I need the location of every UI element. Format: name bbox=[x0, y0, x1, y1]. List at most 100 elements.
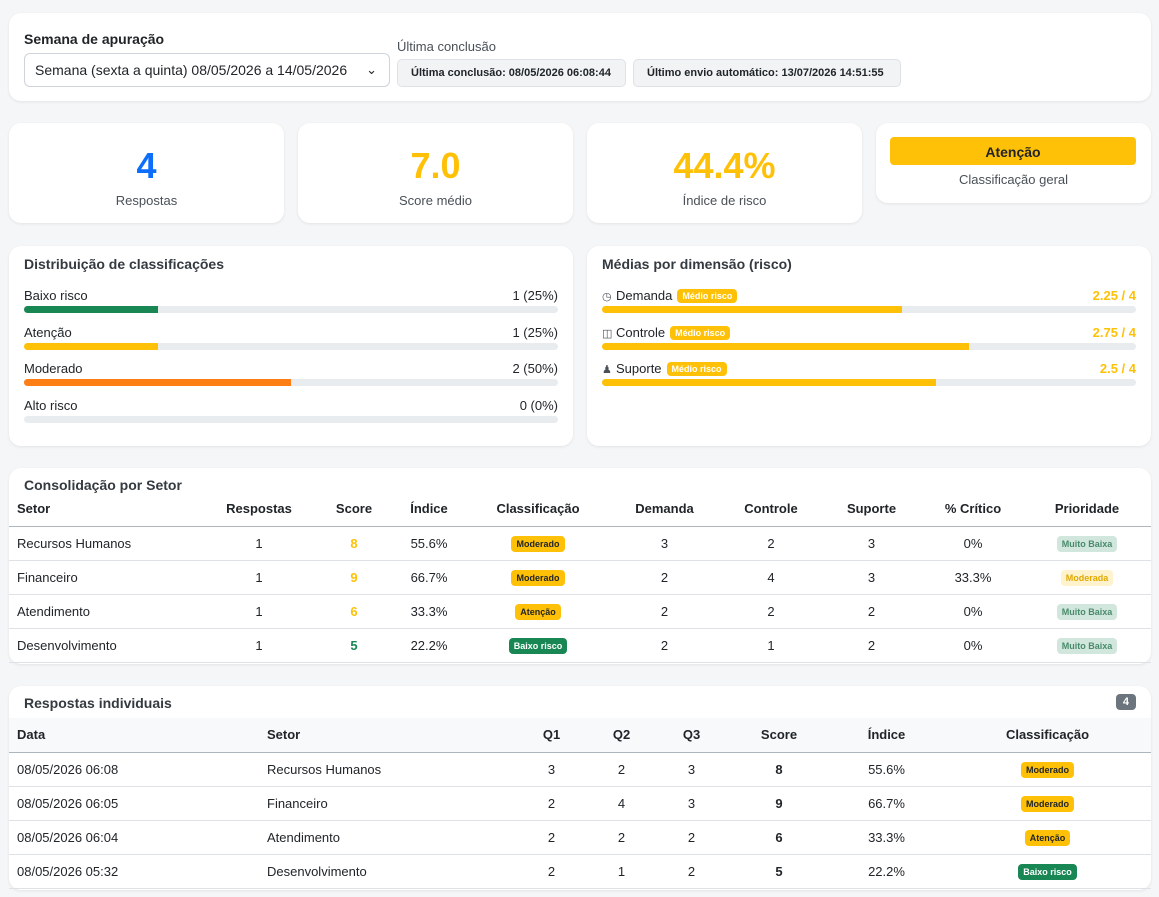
classification-badge: Moderado bbox=[1020, 795, 1074, 812]
priority-badge: Muito Baixa bbox=[1056, 637, 1118, 654]
critical-cell: 0% bbox=[923, 628, 1023, 663]
people-icon: ♟ bbox=[602, 364, 612, 376]
q3-cell: 2 bbox=[654, 820, 729, 855]
distribution-name: Alto risco bbox=[24, 398, 78, 413]
critical-cell: 0% bbox=[923, 526, 1023, 561]
count-badge: 4 bbox=[1115, 694, 1136, 710]
col-header: Classificação bbox=[944, 718, 1151, 753]
dimension-track bbox=[602, 379, 1136, 386]
individual-responses-card: Respostas individuais 4 Data Setor Q1 Q2… bbox=[9, 686, 1151, 890]
sector-cell: Financeiro bbox=[259, 786, 514, 821]
distribution-title: Distribuição de classificações bbox=[24, 256, 224, 272]
individual-table-title: Respostas individuais bbox=[24, 695, 172, 711]
classification-cell: Moderado bbox=[944, 752, 1151, 787]
dimension-bar bbox=[602, 306, 903, 313]
date-cell: 08/05/2026 06:05 bbox=[9, 786, 259, 821]
classification-badge: Atenção bbox=[890, 137, 1136, 165]
sector-table-header: Setor Respostas Score Índice Classificaç… bbox=[9, 492, 1151, 527]
responses-value: 4 bbox=[136, 145, 157, 186]
distribution-name: Baixo risco bbox=[24, 288, 88, 303]
risk-badge: Médio risco bbox=[666, 362, 727, 376]
risk-index-metric-card: 44.4% Índice de risco bbox=[587, 123, 862, 223]
demand-cell: 2 bbox=[607, 560, 722, 595]
support-cell: 2 bbox=[820, 628, 923, 663]
col-header: Classificação bbox=[469, 492, 607, 527]
col-header: Prioridade bbox=[1023, 492, 1151, 527]
score-label: Score médio bbox=[399, 193, 472, 208]
q1-cell: 2 bbox=[514, 854, 589, 889]
risk-index-label: Índice de risco bbox=[682, 193, 767, 208]
distribution-card: Distribuição de classificações Baixo ris… bbox=[9, 246, 573, 446]
dimension-score: 2.5 / 4 bbox=[1099, 361, 1136, 376]
dimension-score: 2.25 / 4 bbox=[1092, 288, 1136, 303]
individual-table: Data Setor Q1 Q2 Q3 Score Índice Classif… bbox=[9, 718, 1151, 889]
q3-cell: 3 bbox=[654, 786, 729, 821]
score-value: 7.0 bbox=[410, 145, 461, 186]
distribution-track bbox=[24, 379, 558, 386]
sector-consolidation-card: Consolidação por Setor Setor Respostas S… bbox=[9, 468, 1151, 664]
table-row: Atendimento 1 6 33.3% Atenção 2 2 2 0% Muito Baix… bbox=[9, 594, 1151, 629]
col-header: % Crítico bbox=[923, 492, 1023, 527]
col-header: Setor bbox=[9, 492, 199, 527]
distribution-bar bbox=[24, 343, 158, 350]
index-cell: 22.2% bbox=[829, 854, 944, 889]
dimension-bar bbox=[602, 379, 936, 386]
priority-cell: Muito Baixa bbox=[1023, 594, 1151, 629]
dimension-track bbox=[602, 306, 1136, 313]
col-header: Suporte bbox=[820, 492, 923, 527]
sector-name: Desenvolvimento bbox=[9, 628, 199, 663]
classification-label: Classificação geral bbox=[958, 172, 1069, 187]
classification-cell: Moderado bbox=[469, 526, 607, 561]
control-cell: 4 bbox=[722, 560, 820, 595]
col-header: Índice bbox=[829, 718, 944, 753]
index-cell: 55.6% bbox=[389, 526, 469, 561]
score-metric-card: 7.0 Score médio bbox=[298, 123, 573, 223]
responses-metric-card: 4 Respostas bbox=[9, 123, 284, 223]
dimension-name: Suporte bbox=[616, 361, 662, 376]
score-cell: 9 bbox=[729, 786, 829, 821]
distribution-name: Moderado bbox=[24, 361, 83, 376]
col-header: Q1 bbox=[514, 718, 589, 753]
index-cell: 55.6% bbox=[829, 752, 944, 787]
distribution-track bbox=[24, 416, 558, 423]
date-cell: 08/05/2026 05:32 bbox=[9, 854, 259, 889]
demand-cell: 2 bbox=[607, 594, 722, 629]
responses-cell: 1 bbox=[199, 594, 319, 629]
col-header: Demanda bbox=[607, 492, 722, 527]
priority-badge: Muito Baixa bbox=[1056, 535, 1118, 552]
distribution-row: Baixo risco 1 (25%) bbox=[24, 288, 558, 318]
col-header: Setor bbox=[259, 718, 514, 753]
col-header: Data bbox=[9, 718, 259, 753]
responses-label: Respostas bbox=[115, 193, 178, 208]
score-cell: 6 bbox=[729, 820, 829, 855]
index-cell: 33.3% bbox=[829, 820, 944, 855]
q3-cell: 2 bbox=[654, 854, 729, 889]
index-cell: 22.2% bbox=[389, 628, 469, 663]
sector-cell: Atendimento bbox=[259, 820, 514, 855]
col-header: Índice bbox=[389, 492, 469, 527]
dimension-row: ♟ Suporte Médio risco 2.5 / 4 bbox=[602, 361, 1136, 391]
index-cell: 66.7% bbox=[829, 786, 944, 821]
critical-cell: 0% bbox=[923, 594, 1023, 629]
chevron-down-icon: ⌄ bbox=[366, 62, 377, 77]
classification-cell: Moderado bbox=[469, 560, 607, 595]
distribution-count: 1 (25%) bbox=[512, 288, 558, 303]
dimension-row: ◫ Controle Médio risco 2.75 / 4 bbox=[602, 325, 1136, 355]
dimension-score: 2.75 / 4 bbox=[1092, 325, 1136, 340]
support-cell: 3 bbox=[820, 526, 923, 561]
responses-cell: 1 bbox=[199, 526, 319, 561]
distribution-name: Atenção bbox=[24, 325, 72, 340]
dimension-name: Controle bbox=[616, 325, 666, 340]
risk-index-value: 44.4% bbox=[673, 145, 776, 186]
priority-cell: Moderada bbox=[1023, 560, 1151, 595]
table-row: 08/05/2026 06:05 Financeiro 2 4 3 9 66.7% Moder… bbox=[9, 786, 1151, 821]
classification-badge: Baixo risco bbox=[508, 637, 568, 654]
individual-table-header: Data Setor Q1 Q2 Q3 Score Índice Classif… bbox=[9, 718, 1151, 753]
score-cell: 5 bbox=[319, 628, 389, 663]
table-row: 08/05/2026 05:32 Desenvolvimento 2 1 2 5 22.2%… bbox=[9, 854, 1151, 889]
support-cell: 2 bbox=[820, 594, 923, 629]
week-select[interactable]: Semana (sexta a quinta) 08/05/2026 a 14/… bbox=[24, 53, 390, 87]
priority-badge: Moderada bbox=[1060, 569, 1114, 586]
table-row: Financeiro 1 9 66.7% Moderado 2 4 3 33.3% Moderad… bbox=[9, 560, 1151, 595]
last-conclusion-label: Última conclusão bbox=[397, 39, 496, 54]
